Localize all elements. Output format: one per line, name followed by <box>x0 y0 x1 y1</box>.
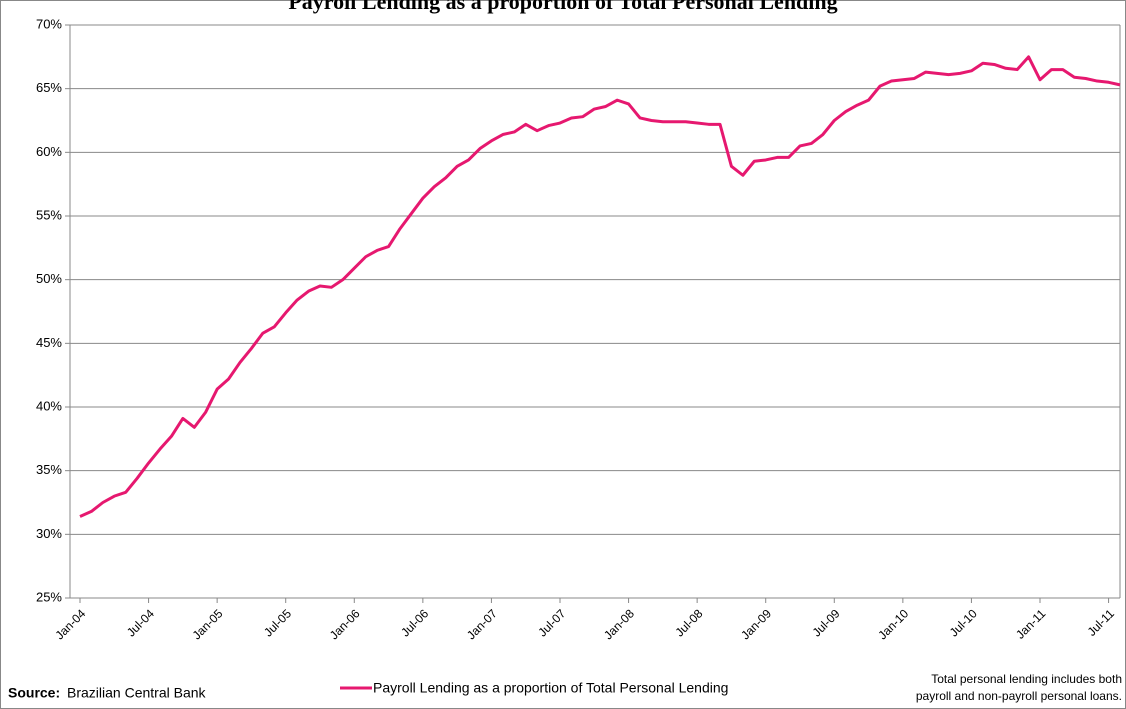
x-tick-label: Jul-09 <box>810 606 843 639</box>
y-tick-label: 25% <box>36 589 62 604</box>
series-line <box>79 55 1121 518</box>
x-tick-label: Jan-06 <box>327 606 363 642</box>
x-tick-label: Jan-04 <box>53 606 89 642</box>
x-tick-label: Jul-08 <box>672 606 705 639</box>
y-tick-label: 60% <box>36 144 62 159</box>
y-tick-label: 45% <box>36 335 62 350</box>
x-tick-label: Jan-09 <box>738 606 774 642</box>
x-tick-label: Jul-05 <box>261 606 294 639</box>
y-tick-label: 55% <box>36 207 62 222</box>
x-tick-label: Jan-10 <box>875 606 911 642</box>
note: payroll and non-payroll personal loans. <box>916 689 1122 703</box>
x-tick-label: Jul-11 <box>1085 606 1118 639</box>
chart-title: Payroll Lending as a proportion of Total… <box>288 0 837 14</box>
x-tick-label: Jul-06 <box>398 606 431 639</box>
x-tick-label: Jul-10 <box>947 606 980 639</box>
note: Total personal lending includes both <box>931 672 1122 686</box>
x-tick-label: Jan-11 <box>1013 606 1048 641</box>
x-tick-label: Jan-05 <box>190 606 226 642</box>
legend-label: Payroll Lending as a proportion of Total… <box>373 680 728 696</box>
y-tick-label: 40% <box>36 398 62 413</box>
y-tick-label: 30% <box>36 526 62 541</box>
x-tick-label: Jan-08 <box>601 606 637 642</box>
y-tick-label: 35% <box>36 462 62 477</box>
y-tick-label: 70% <box>36 16 62 31</box>
y-tick-label: 65% <box>36 80 62 95</box>
source: Brazilian Central Bank <box>67 685 207 701</box>
x-tick-label: Jul-04 <box>124 606 157 639</box>
y-tick-label: 50% <box>36 271 62 286</box>
x-tick-label: Jan-07 <box>464 606 500 642</box>
source-label: Source: <box>8 685 60 701</box>
x-tick-label: Jul-07 <box>535 606 568 639</box>
